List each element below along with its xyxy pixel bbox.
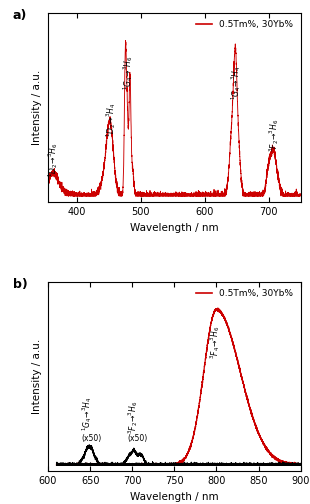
Text: $^3F_2\!\rightarrow\!^3H_6$: $^3F_2\!\rightarrow\!^3H_6$ (126, 401, 140, 434)
Text: $^1D_2\!\rightarrow\!^3H_6$: $^1D_2\!\rightarrow\!^3H_6$ (46, 143, 60, 177)
Y-axis label: Intensity / a.u.: Intensity / a.u. (33, 339, 42, 414)
X-axis label: Wavelength / nm: Wavelength / nm (130, 492, 219, 501)
Text: $^1G_4\!\rightarrow\!^3H_4$: $^1G_4\!\rightarrow\!^3H_4$ (80, 396, 94, 431)
Text: $^1G_4\!\rightarrow\!^3H_6$: $^1G_4\!\rightarrow\!^3H_6$ (122, 55, 135, 90)
Text: (x50): (x50) (127, 433, 148, 443)
Legend: 0.5Tm%, 30Yb%: 0.5Tm%, 30Yb% (193, 286, 296, 301)
Text: (x50): (x50) (81, 433, 101, 443)
Text: $^3F_2\!\rightarrow\!^3H_6$: $^3F_2\!\rightarrow\!^3H_6$ (267, 119, 281, 152)
Text: b): b) (13, 278, 27, 291)
Text: $^1D_2\!\rightarrow\!^3H_4$: $^1D_2\!\rightarrow\!^3H_4$ (104, 102, 118, 137)
Text: $^1G_4\!\rightarrow\!^3H_4$: $^1G_4\!\rightarrow\!^3H_4$ (229, 65, 243, 100)
Text: a): a) (13, 9, 27, 22)
Legend: 0.5Tm%, 30Yb%: 0.5Tm%, 30Yb% (193, 17, 296, 32)
Text: $^3F_4\!\rightarrow\!^3H_6$: $^3F_4\!\rightarrow\!^3H_6$ (208, 326, 222, 359)
Y-axis label: Intensity / a.u.: Intensity / a.u. (33, 70, 42, 145)
X-axis label: Wavelength / nm: Wavelength / nm (130, 223, 219, 232)
